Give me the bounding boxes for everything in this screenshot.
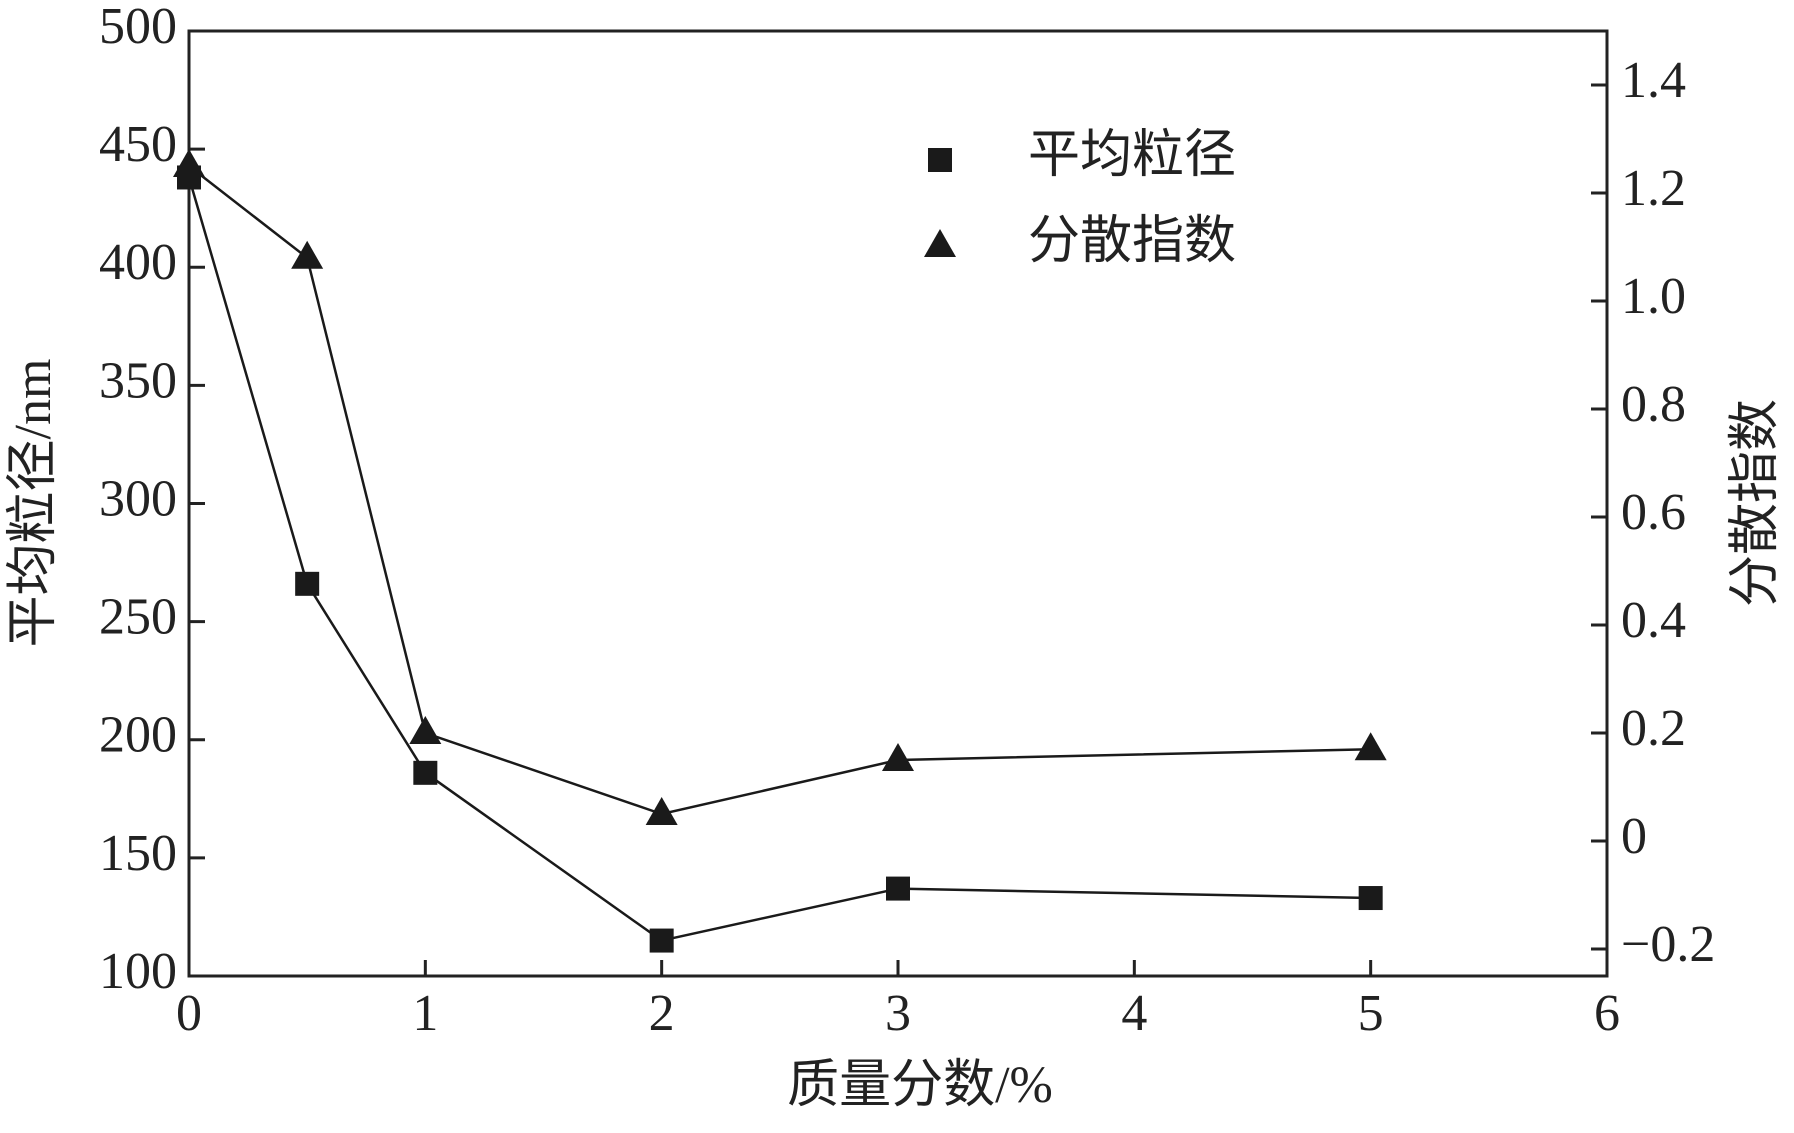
y2-tick-label: 0.4 — [1621, 592, 1686, 649]
y2-tick-label: 0.6 — [1621, 484, 1686, 541]
x-tick-label: 2 — [649, 985, 675, 1042]
marker — [882, 743, 914, 771]
x-tick-label: 0 — [176, 985, 202, 1042]
legend-marker — [924, 229, 956, 257]
marker — [295, 571, 320, 596]
marker — [173, 149, 205, 177]
y-tick-label: 500 — [99, 0, 177, 55]
y-tick-label: 250 — [99, 589, 177, 646]
y2-tick-label: 0 — [1621, 808, 1647, 865]
x-tick-label: 1 — [412, 985, 438, 1042]
y2-tick-label: 0.2 — [1621, 700, 1686, 757]
x-tick-label: 4 — [1121, 985, 1147, 1042]
legend-marker — [928, 148, 952, 172]
marker — [645, 797, 678, 825]
x-tick-label: 5 — [1358, 985, 1384, 1042]
plot-frame — [187, 29, 1609, 978]
series-line — [187, 177, 1371, 942]
legend-label: 分散指数 — [1028, 213, 1236, 270]
y-tick-label: 350 — [99, 352, 177, 409]
y-axis-label: 平均粒径/nm — [5, 359, 62, 648]
y2-tick-label: 1.0 — [1621, 268, 1686, 325]
marker — [409, 716, 442, 744]
y2-tick-label: 0.8 — [1621, 376, 1686, 433]
marker — [1354, 732, 1387, 761]
legend-label: 平均粒径 — [1028, 127, 1236, 184]
marker — [886, 876, 910, 901]
x-tick-label: 3 — [885, 985, 911, 1042]
marker — [291, 240, 324, 269]
y2-axis-label: 分散指数 — [1727, 399, 1784, 607]
y2-tick-label: −0.2 — [1621, 916, 1715, 973]
y-tick-label: 150 — [99, 825, 177, 882]
y-tick-label: 200 — [99, 707, 177, 764]
marker — [649, 928, 674, 953]
series-line — [188, 165, 1371, 816]
y-tick-label: 400 — [99, 234, 177, 291]
marker — [413, 760, 438, 785]
y-tick-label: 100 — [99, 943, 177, 1000]
x-tick-label: 6 — [1594, 985, 1620, 1042]
y2-tick-label: 1.4 — [1621, 52, 1686, 109]
marker — [1358, 886, 1383, 911]
y-tick-label: 300 — [99, 470, 177, 527]
y-tick-label: 450 — [99, 116, 177, 173]
y2-tick-label: 1.2 — [1621, 160, 1686, 217]
x-axis-label: 质量分数/% — [787, 1057, 1053, 1114]
